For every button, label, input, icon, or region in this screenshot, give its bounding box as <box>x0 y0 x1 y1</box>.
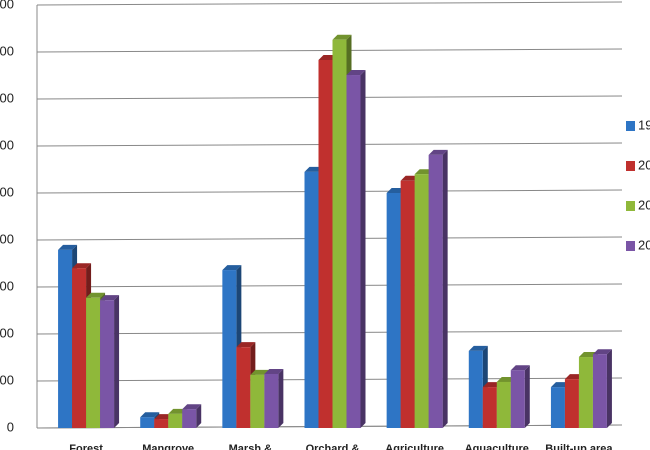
x-tick-label: Forest <box>69 443 103 450</box>
legend-swatch <box>626 121 635 131</box>
bar-top <box>72 263 92 269</box>
bar-side <box>360 70 366 428</box>
bar <box>154 419 169 428</box>
x-tick-label: Aquaculture <box>465 443 529 450</box>
legend-swatch <box>626 161 635 171</box>
bar <box>332 39 347 428</box>
y-tick-label: 200 <box>0 325 14 340</box>
legend-label: 19 <box>638 117 650 132</box>
bar <box>140 417 155 428</box>
bar-top <box>86 292 106 298</box>
bar <box>86 297 101 428</box>
bar <box>304 171 319 428</box>
y-tick-label: 500 <box>0 184 14 199</box>
legend-swatch <box>626 241 635 251</box>
bar-top <box>346 70 366 76</box>
bar-top <box>264 368 284 374</box>
legend-label: 20 <box>638 237 650 252</box>
bar <box>250 374 265 428</box>
bar <box>550 387 565 428</box>
grid-line <box>36 48 623 53</box>
bar-top <box>468 345 488 351</box>
bar <box>100 300 115 428</box>
x-tick-label: Marsh & <box>229 443 272 450</box>
bar-top <box>250 369 270 375</box>
bar-top <box>58 244 78 250</box>
bar <box>564 379 579 428</box>
bar <box>468 350 483 428</box>
bar <box>318 59 333 429</box>
bar <box>496 381 511 428</box>
grid-line <box>36 1 623 6</box>
bar-side <box>278 368 284 428</box>
bar <box>578 357 593 428</box>
bar <box>414 174 429 428</box>
bar-top <box>592 349 612 355</box>
bar <box>428 154 443 428</box>
bar <box>182 409 197 428</box>
y-tick-label: 100 <box>0 372 14 387</box>
bar <box>346 75 361 428</box>
bar-side <box>442 149 448 428</box>
x-tick-label: Agriculture <box>385 443 444 450</box>
bar-side <box>114 295 120 428</box>
y-tick-label: 400 <box>0 231 14 246</box>
bar <box>264 373 279 428</box>
bar-top <box>182 404 202 410</box>
bar <box>72 268 87 428</box>
y-tick-label: 800 <box>0 43 14 58</box>
bar-top <box>140 412 160 418</box>
bar <box>482 387 497 428</box>
bar <box>510 370 525 428</box>
bar-top <box>100 295 120 301</box>
x-tick-label: Orchard & <box>306 443 360 450</box>
bar <box>400 180 415 428</box>
y-tick-label: 700 <box>0 90 14 105</box>
bar <box>58 249 73 428</box>
y-tick-label: 900 <box>0 0 14 11</box>
bar <box>386 193 401 428</box>
bar-top <box>510 365 530 371</box>
bar <box>222 270 237 428</box>
y-tick-label: 300 <box>0 278 14 293</box>
bar <box>168 413 183 428</box>
bar <box>236 347 251 428</box>
bar-top <box>236 342 256 348</box>
bar <box>592 354 607 428</box>
x-tick-label: Mangrove <box>142 443 194 450</box>
bar-side <box>524 365 530 428</box>
legend-label: 20 <box>638 197 650 212</box>
bar-top <box>222 265 242 271</box>
bar-side <box>196 404 202 428</box>
bar-side <box>606 349 612 428</box>
legend-label: 20 <box>638 157 650 172</box>
legend-swatch <box>626 201 635 211</box>
y-tick-label: 0 <box>7 419 14 434</box>
y-tick-label: 600 <box>0 137 14 152</box>
x-tick-label: Built-up area <box>545 443 613 450</box>
bar-top <box>332 34 352 40</box>
bar-top <box>428 149 448 155</box>
